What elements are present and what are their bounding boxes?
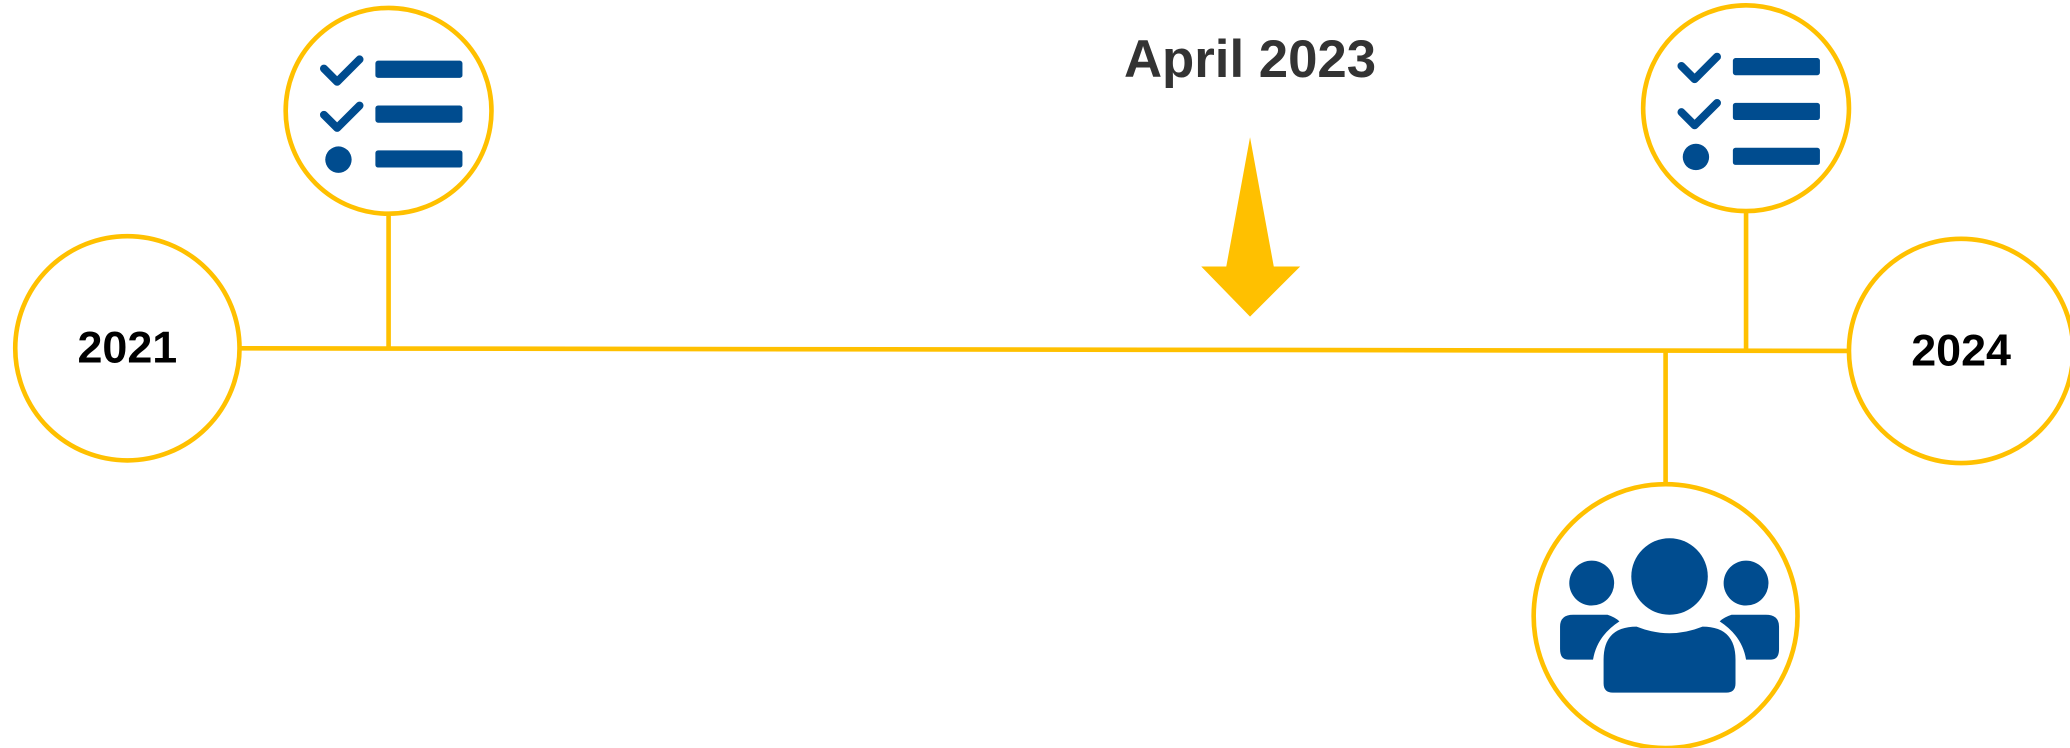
checklist-icon <box>1677 52 1820 171</box>
timeline-line <box>239 345 1849 354</box>
end-label: 2024 <box>1911 324 2011 375</box>
start-label: 2021 <box>77 322 177 373</box>
end-circle <box>1846 236 2070 466</box>
marker-arrow <box>1201 137 1301 317</box>
start-circle <box>12 233 242 463</box>
checklist-icon <box>319 55 463 173</box>
people-icon <box>1560 538 1780 693</box>
marker-label: April 2023 <box>1124 30 1376 89</box>
